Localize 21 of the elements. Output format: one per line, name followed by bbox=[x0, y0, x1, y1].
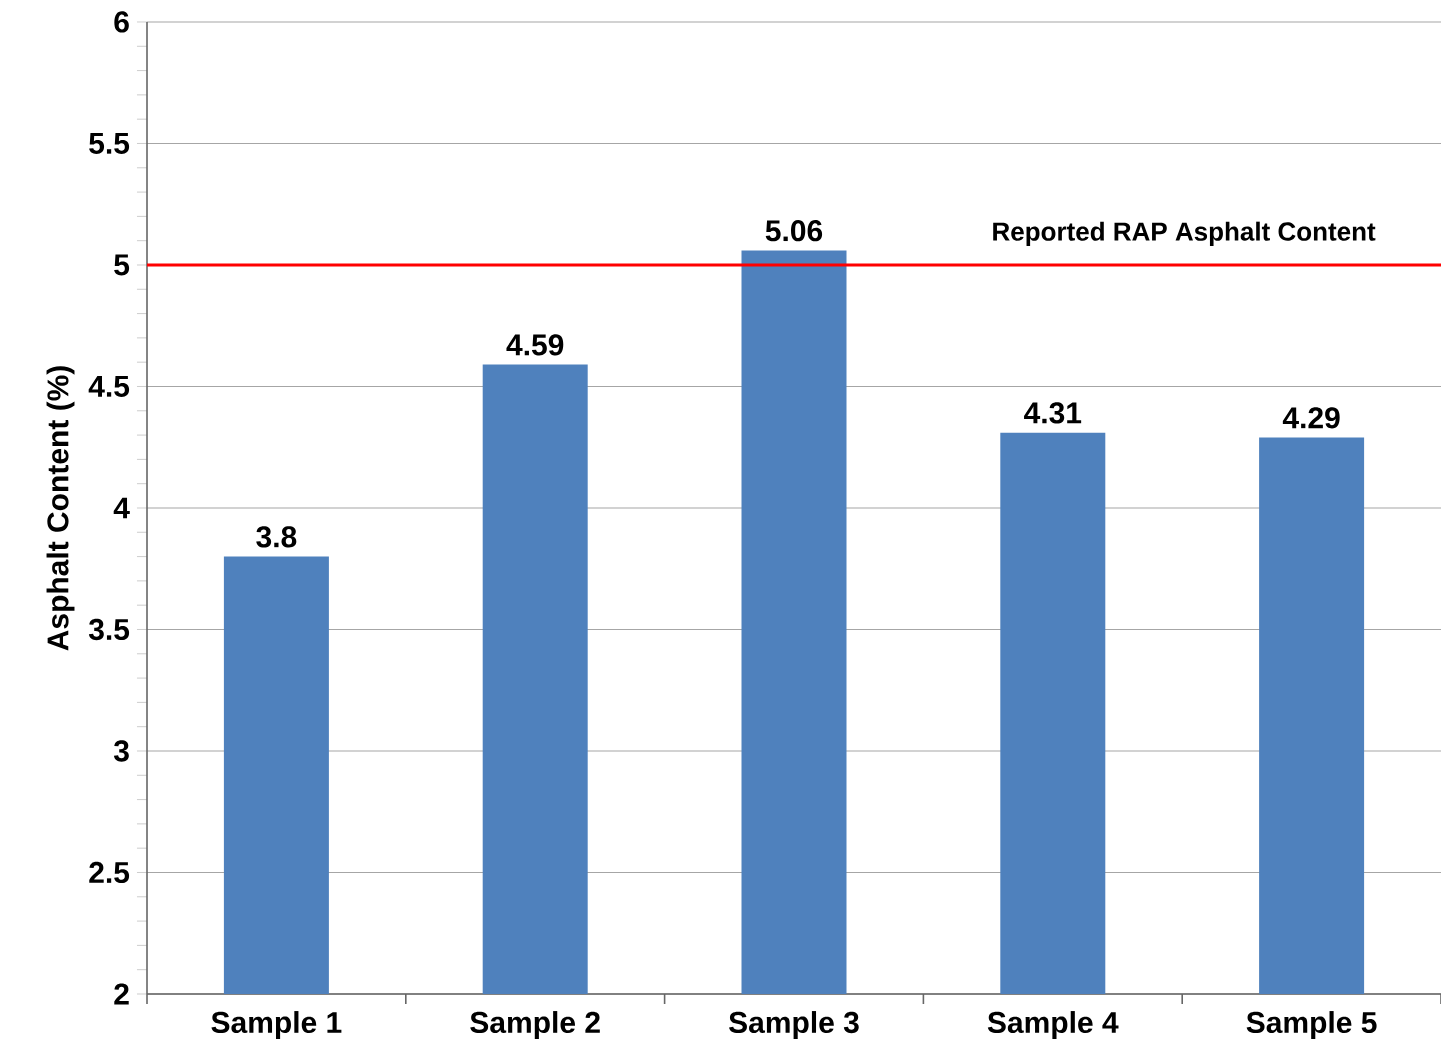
y-tick-label: 6 bbox=[114, 11, 129, 33]
y-tick-label: 4 bbox=[113, 497, 130, 519]
data-label: 4.31 bbox=[1024, 402, 1082, 424]
y-tick-label: 4.5 bbox=[88, 376, 130, 397]
y-tick-label: 2 bbox=[114, 983, 129, 1005]
y-tick-label: 5.5 bbox=[89, 133, 130, 154]
y-tick-label: 2.5 bbox=[89, 861, 130, 884]
data-label: 3.8 bbox=[256, 526, 297, 548]
x-tick-label: Sample 2 bbox=[470, 1011, 600, 1039]
x-tick-label: Sample 4 bbox=[987, 1011, 1119, 1039]
y-tick-label: 5 bbox=[114, 254, 130, 276]
data-label: 5.06 bbox=[765, 220, 823, 242]
y-tick-label: 3.5 bbox=[88, 618, 130, 641]
data-label: 4.29 bbox=[1282, 407, 1340, 429]
x-tick-label: Sample 3 bbox=[729, 1011, 859, 1039]
data-label: 4.59 bbox=[506, 334, 564, 356]
ref-line-label: Reported RAP Asphalt Content bbox=[993, 221, 1376, 246]
x-tick-label: Sample 1 bbox=[211, 1011, 342, 1039]
y-tick-label: 3 bbox=[113, 740, 129, 762]
y-axis-title: Asphalt Content (%) bbox=[46, 366, 75, 651]
x-tick-label: Sample 5 bbox=[1246, 1011, 1377, 1039]
